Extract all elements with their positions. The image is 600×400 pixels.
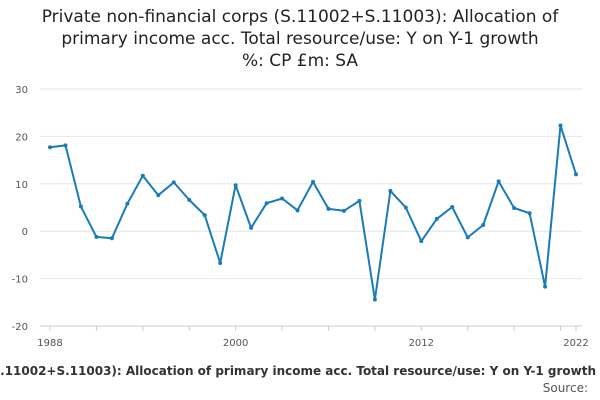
data-point[interactable] — [156, 193, 161, 198]
y-tick-label: 10 — [15, 180, 28, 191]
data-point[interactable] — [109, 236, 114, 241]
data-point[interactable] — [496, 179, 501, 184]
data-point[interactable] — [48, 145, 52, 150]
data-point[interactable] — [171, 180, 176, 185]
chart-caption: Private non-financial corps (S.11002+S.1… — [0, 364, 600, 382]
data-point[interactable] — [187, 197, 192, 202]
y-tick-label: 30 — [15, 85, 28, 96]
y-tick-label: 0 — [22, 227, 28, 238]
data-point[interactable] — [264, 201, 269, 206]
data-point[interactable] — [311, 179, 315, 184]
y-axis: 30 20 10 0 -10 -20 — [12, 85, 28, 333]
data-point[interactable] — [558, 123, 563, 128]
grid-lines — [40, 88, 582, 280]
data-point[interactable] — [140, 173, 145, 178]
data-point[interactable] — [341, 208, 346, 213]
series — [48, 123, 578, 302]
y-tick-label: 20 — [15, 132, 28, 143]
chart-title-line-2: primary income acc. Total resource/use: … — [61, 29, 539, 49]
data-point[interactable] — [295, 208, 300, 213]
data-point[interactable] — [434, 216, 439, 221]
x-axis: 1988 2000 2012 2022 — [37, 325, 589, 349]
data-point[interactable] — [403, 205, 408, 210]
data-point[interactable] — [218, 260, 223, 265]
series-line — [49, 124, 577, 301]
chart-title-line-3: %: CP £m: SA — [241, 51, 359, 71]
data-point[interactable] — [512, 205, 517, 210]
data-point[interactable] — [249, 225, 254, 230]
chart-caption-text: Private non-financial corps (S.11002+S.1… — [0, 364, 600, 378]
data-point[interactable] — [78, 204, 83, 209]
data-point[interactable] — [543, 284, 548, 289]
chart-title-line-1: Private non-financial corps (S.11002+S.1… — [41, 7, 559, 27]
y-tick-label: -20 — [12, 322, 28, 333]
x-tick-label: 1988 — [37, 338, 62, 349]
data-point[interactable] — [372, 297, 377, 302]
data-point[interactable] — [357, 198, 362, 203]
source-label: Source: — [542, 381, 588, 395]
data-point[interactable] — [419, 239, 424, 244]
data-point[interactable] — [233, 183, 238, 188]
x-tick-label: 2022 — [563, 338, 588, 349]
chart-title: Private non-financial corps (S.11002+S.1… — [0, 6, 600, 72]
x-tick-label: 2012 — [409, 338, 434, 349]
data-point[interactable] — [574, 172, 578, 177]
x-tick-label: 2000 — [223, 338, 248, 349]
data-point[interactable] — [63, 143, 68, 148]
y-tick-label: -10 — [12, 275, 28, 286]
data-point[interactable] — [388, 188, 393, 193]
data-point[interactable] — [326, 206, 331, 211]
data-point[interactable] — [527, 211, 532, 216]
data-point[interactable] — [94, 234, 99, 239]
data-point[interactable] — [125, 201, 130, 206]
data-point[interactable] — [202, 213, 207, 218]
data-point[interactable] — [465, 235, 470, 240]
data-point[interactable] — [450, 205, 455, 210]
data-point[interactable] — [280, 196, 285, 201]
data-point[interactable] — [481, 223, 486, 228]
